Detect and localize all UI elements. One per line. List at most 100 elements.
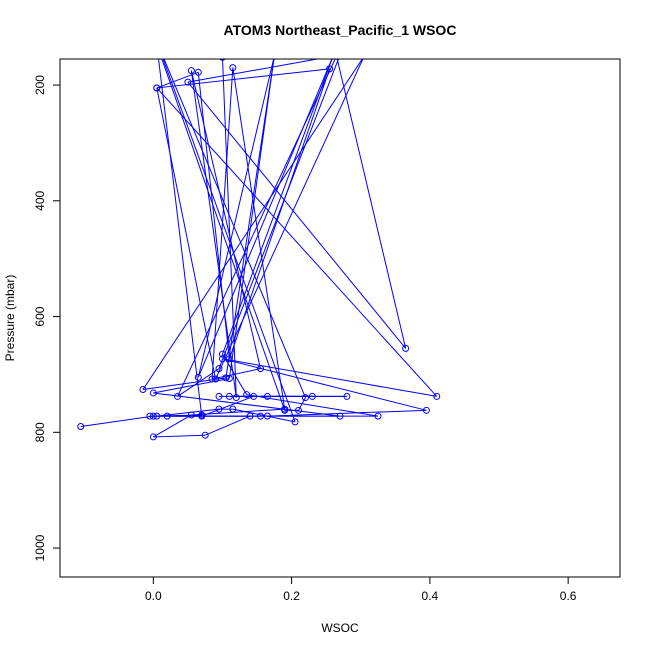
series-segment [156,87,217,380]
data-point [229,405,237,413]
data-point [232,394,240,402]
series-segment [222,59,237,398]
data-point [263,412,271,420]
series-segment [246,394,379,417]
series-segment [163,59,306,398]
data-point [184,78,192,86]
x-tick-label: 0.6 [560,589,577,603]
data-point [225,392,233,400]
series-segment [153,392,341,417]
series-segment [187,81,407,349]
data-point [153,412,161,420]
data-point [326,65,334,73]
data-point [374,412,382,420]
series-segment [222,59,333,355]
data-point [149,433,157,441]
series-segment [218,59,339,369]
series-segment [158,59,203,417]
x-tick-label: 0.2 [283,589,300,603]
series-segment [177,59,336,397]
series-segment [156,87,438,397]
data-point [149,389,157,397]
data-point [336,412,344,420]
x-tick-label: 0.4 [422,589,439,603]
data-point [256,365,264,373]
series-segment [197,59,275,378]
series-segment [142,377,226,390]
data-point [433,392,441,400]
data-point [222,374,230,382]
data-point [149,412,157,420]
y-tick-label: 800 [33,422,47,442]
series-segment [197,72,230,359]
data-point [163,412,171,420]
data-point [308,392,316,400]
series-segment [222,353,248,395]
data-point [229,64,237,72]
series-segment [298,397,306,411]
data-point [225,374,233,382]
y-axis: 200 400 600 800 1000 [33,75,61,561]
data-point [218,355,226,363]
series-layer [77,59,441,441]
data-point [343,392,351,400]
data-point [174,392,182,400]
data-point [225,355,233,363]
data-point [194,68,202,76]
series-segment [204,415,251,436]
series-segment [80,415,154,428]
series-segment [162,59,296,423]
series-segment [190,70,261,369]
series-segment [215,59,364,380]
series-segment [156,408,220,417]
y-axis-label: Pressure (mbar) [3,275,17,362]
y-tick-label: 400 [33,190,47,210]
data-point [194,373,202,381]
series-segment [228,68,331,359]
data-point [153,84,161,92]
series-segment [177,368,220,397]
data-point [208,375,216,383]
data-point [215,365,223,373]
series-segment [336,59,407,349]
series-segment [156,71,199,89]
data-point [219,59,226,61]
y-tick-label: 1000 [33,534,47,561]
data-point [281,406,289,414]
data-point [218,350,226,358]
data-point [263,392,271,400]
series-segment [161,59,286,411]
data-point [256,412,264,420]
data-point [243,391,251,399]
series-segment [222,358,437,397]
series-segment [267,409,427,417]
x-tick-label: 0.0 [145,589,162,603]
data-point [139,385,147,393]
series-segment [201,395,254,417]
data-point [187,411,195,419]
data-point [301,394,309,402]
data-point [422,406,430,414]
series-segment [153,414,192,438]
data-point [187,67,195,75]
data-point [215,392,223,400]
x-axis-label: WSOC [321,621,359,635]
data-point [198,412,206,420]
series-segment [153,377,230,394]
data-point [77,423,85,431]
series-segment [232,67,286,410]
series-segment [153,434,206,438]
data-point [246,412,254,420]
series-segment [228,59,275,379]
series-segment [211,368,261,380]
y-tick-label: 200 [33,75,47,95]
chart-title: ATOM3 Northeast_Pacific_1 WSOC [224,22,457,38]
data-point [201,431,209,439]
data-point [212,375,220,383]
series-segment [197,59,333,378]
data-point [291,418,299,426]
data-point [146,412,154,420]
data-point [402,344,410,352]
series-segment [232,408,296,423]
